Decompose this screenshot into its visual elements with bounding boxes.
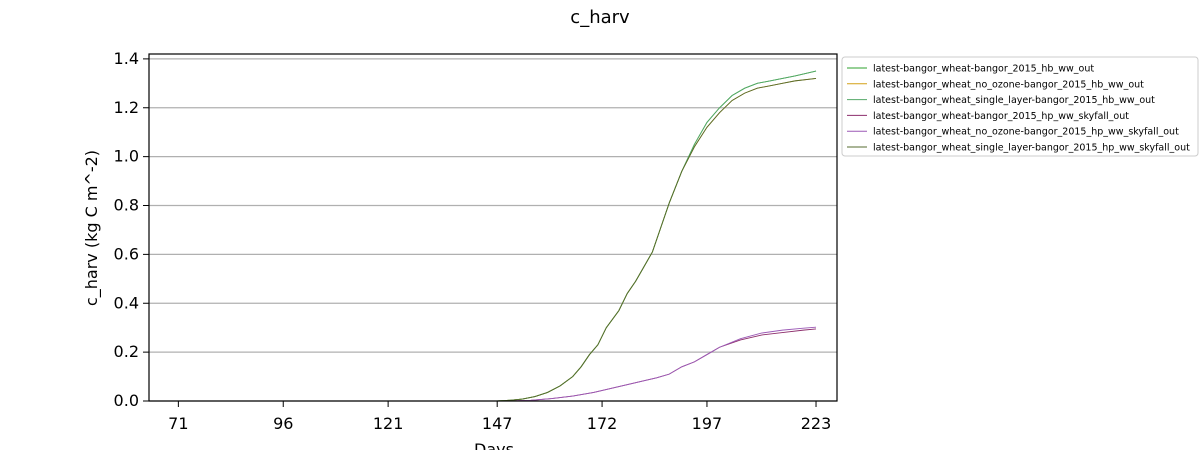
series-lines bbox=[178, 70, 817, 402]
x-tick-label: 223 bbox=[801, 414, 832, 433]
x-tick-label: 96 bbox=[273, 414, 293, 433]
x-axis-label: Days bbox=[474, 440, 514, 450]
series-line-5 bbox=[178, 326, 817, 402]
legend-box bbox=[841, 56, 1199, 157]
y-tick-label: 0.6 bbox=[114, 244, 139, 263]
y-axis: 0.0 0.2 0.4 0.6 0.8 1.0 1.2 1.4 bbox=[114, 49, 149, 410]
x-tick-label: 197 bbox=[692, 414, 723, 433]
legend-label: latest-bangor_wheat_no_ozone-bangor_2015… bbox=[873, 79, 1144, 90]
y-tick-label: 0.2 bbox=[114, 342, 139, 361]
x-tick-label: 121 bbox=[373, 414, 404, 433]
x-tick-label: 147 bbox=[482, 414, 513, 433]
plot-frame bbox=[148, 53, 838, 402]
legend-label: latest-bangor_wheat_single_layer-bangor_… bbox=[873, 143, 1190, 154]
legend-label: latest-bangor_wheat_no_ozone-bangor_2015… bbox=[873, 127, 1179, 138]
legend-label: latest-bangor_wheat_single_layer-bangor_… bbox=[873, 95, 1155, 106]
y-tick-label: 0.8 bbox=[114, 196, 139, 215]
series-line-3 bbox=[178, 70, 817, 402]
legend: latest-bangor_wheat-bangor_2015_hb_ww_ou… bbox=[841, 56, 1199, 157]
x-tick-label: 71 bbox=[168, 414, 188, 433]
chart-title: c_harv bbox=[570, 7, 630, 28]
series-line-4 bbox=[178, 328, 817, 402]
y-tick-label: 1.4 bbox=[114, 49, 139, 68]
grid-lines bbox=[149, 58, 837, 402]
y-tick-label: 1.0 bbox=[114, 147, 139, 166]
legend-label: latest-bangor_wheat-bangor_2015_hp_ww_sk… bbox=[873, 111, 1129, 122]
x-tick-label: 172 bbox=[587, 414, 618, 433]
series-line-1 bbox=[178, 70, 817, 402]
x-axis: 71 96 121 147 172 197 223 bbox=[168, 401, 831, 433]
y-tick-label: 0.4 bbox=[114, 293, 139, 312]
legend-label: latest-bangor_wheat-bangor_2015_hb_ww_ou… bbox=[873, 64, 1094, 75]
y-tick-label: 0.0 bbox=[114, 391, 139, 410]
y-axis-label: c_harv (kg C m^-2) bbox=[82, 150, 102, 306]
series-line-6 bbox=[178, 77, 817, 402]
y-tick-label: 1.2 bbox=[114, 98, 139, 117]
